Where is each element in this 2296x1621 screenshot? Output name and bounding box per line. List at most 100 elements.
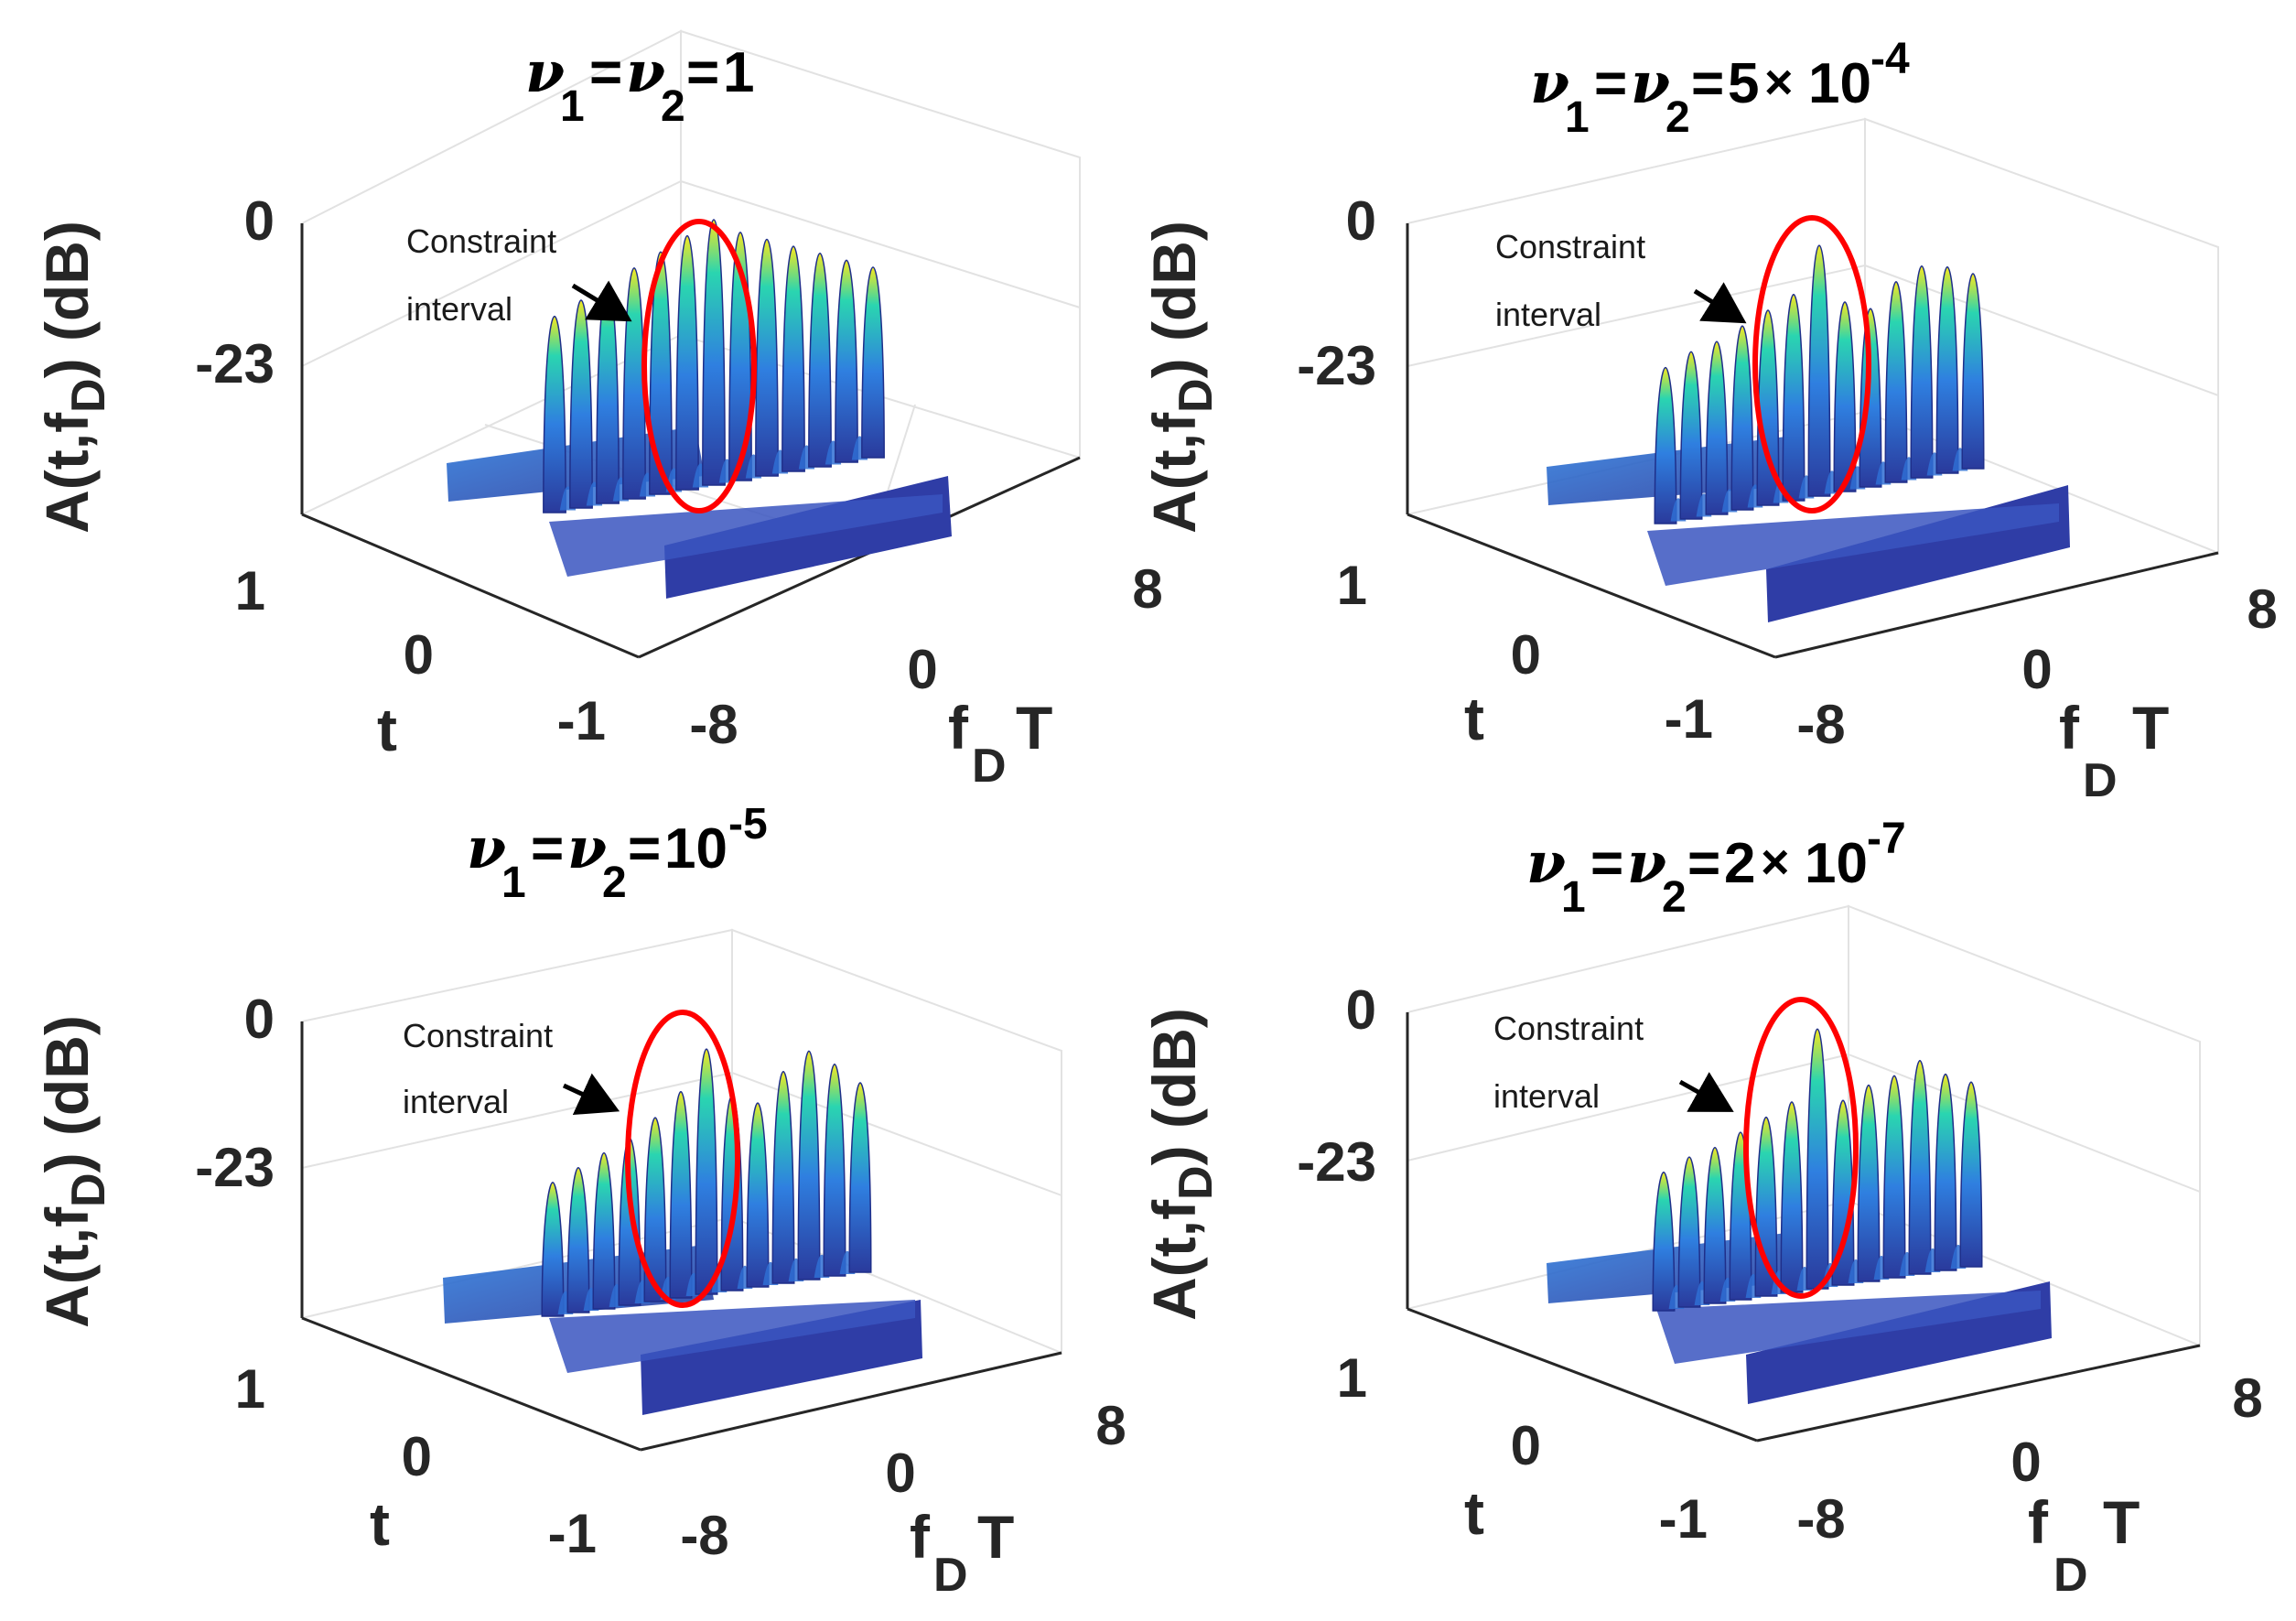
t-tick-labels: 1 0 -1	[235, 1358, 597, 1564]
annotation: Constraint interval	[1493, 1010, 1734, 1115]
fd-tick-label: -8	[1796, 694, 1845, 755]
fd-label-sub: D	[2083, 754, 2118, 807]
z-label-sub: D	[1170, 378, 1223, 413]
fd-axis-label: f D T	[2059, 694, 2169, 807]
annotation-line-2: interval	[406, 290, 512, 328]
floor-strip	[549, 1300, 915, 1373]
title-sub1: 1	[560, 82, 585, 131]
surface-peak	[702, 219, 726, 486]
t-tick-label: -1	[548, 1503, 597, 1564]
t-axis-label: t	[1464, 685, 1484, 752]
z-tick-label: 0	[244, 989, 275, 1050]
surface-peak	[669, 1091, 693, 1299]
subplot-nu-1: Constraint interval ν 1 = ν 2 = 1 0 -23 …	[33, 29, 1163, 793]
fd-axis-line	[638, 456, 1081, 659]
t-axis-label: t	[370, 1490, 390, 1558]
annotation-line-1: Constraint	[403, 1017, 553, 1054]
constraint-ellipse	[1743, 997, 1859, 1299]
surface-peak	[675, 234, 699, 491]
z-label-text: A(t,fD) (dB)	[1140, 1008, 1223, 1321]
z-label-main: A(t,f	[33, 1206, 101, 1328]
t-tick-labels: 1 0 -1	[235, 560, 606, 751]
surface-peak	[861, 266, 885, 459]
surface-peak	[1961, 273, 1985, 470]
surface-peak	[543, 315, 566, 513]
surface-peak	[1756, 309, 1780, 506]
z-tick-labels: 0 -23	[1297, 979, 1376, 1193]
t-axis-line	[1407, 513, 1776, 659]
surface-peak	[1703, 1147, 1727, 1304]
z-label-text: A(t,fD) (dB)	[1140, 221, 1223, 534]
title-sub2: 2	[1662, 873, 1687, 922]
z-label-tail: ) (dB)	[33, 221, 101, 378]
t-tick-label: -1	[1665, 688, 1713, 750]
annotation-line-1: Constraint	[1493, 1010, 1644, 1047]
title-nu1: ν	[1526, 829, 1566, 896]
fd-tick-labels: -8 0 8	[680, 1395, 1126, 1566]
fd-tick-label: -8	[689, 694, 738, 755]
title-eq1: =	[1594, 52, 1627, 115]
surface-peak	[1857, 1084, 1881, 1282]
surface-peak	[823, 1063, 846, 1277]
fd-axis-label: f D T	[910, 1503, 1014, 1602]
z-label-main: A(t,f	[1140, 412, 1208, 534]
surface-peak	[797, 1050, 821, 1281]
fd-axis-line	[1756, 1344, 2201, 1443]
annotation-line-1: Constraint	[1495, 228, 1645, 265]
title-base: 10	[1805, 832, 1868, 895]
z-tick-label: 0	[1346, 190, 1376, 252]
z-tick-labels: 0 -23	[195, 989, 275, 1198]
axes	[300, 1021, 1062, 1452]
title-sub2: 2	[1665, 93, 1690, 142]
annotation-arrow	[571, 280, 632, 322]
title-eq1: =	[589, 41, 622, 104]
fd-label-tail: T	[1016, 694, 1052, 762]
t-tick-labels: 1 0 -1	[1337, 555, 1713, 750]
annotation: Constraint interval	[403, 1017, 620, 1120]
fd-axis-line	[1774, 551, 2219, 659]
surface-peak	[649, 251, 673, 495]
title-value: =	[1691, 52, 1724, 115]
floor-strip	[1656, 1291, 2041, 1364]
fd-label-sub: D	[972, 740, 1007, 793]
fd-label-main: f	[2059, 694, 2080, 762]
z-tick-label: 0	[244, 190, 275, 252]
title-sub2: 2	[602, 859, 627, 907]
constraint-ellipse	[641, 219, 757, 513]
surface-peak	[1782, 294, 1806, 502]
z-tick-label: -23	[1297, 335, 1376, 396]
surface-peak	[541, 1182, 565, 1317]
t-tick-label: -1	[1659, 1488, 1708, 1550]
fd-tick-label: 8	[1132, 558, 1162, 620]
fd-tick-labels: -8 0 8	[1796, 1367, 2262, 1550]
z-axis-label: A(t,fD) (dB)	[33, 221, 115, 534]
z-label-text: A(t,fD) (dB)	[33, 221, 115, 534]
annotation-arrow	[1693, 282, 1747, 324]
fd-tick-label: 0	[907, 639, 937, 700]
annotation-arrow	[1678, 1072, 1734, 1112]
title-base: 10	[1808, 52, 1871, 115]
surface-peak	[1677, 1156, 1701, 1308]
fd-tick-label: -8	[1796, 1488, 1845, 1550]
title-eq1: =	[531, 817, 564, 881]
fd-tick-label: 0	[2021, 639, 2052, 700]
axes	[300, 223, 1081, 659]
z-label-sub: D	[62, 1173, 115, 1207]
surface-peak	[1882, 1075, 1906, 1279]
surface-peak	[1908, 1059, 1932, 1275]
title: ν 1 = ν 2 = 1	[525, 38, 754, 131]
title-nu1: ν	[467, 815, 506, 881]
surface-peak	[1679, 351, 1703, 520]
surface-peak	[782, 245, 805, 472]
t-tick-label: 0	[404, 624, 434, 686]
title-value: =	[686, 41, 719, 104]
surface-peak	[746, 1102, 770, 1288]
surface-peak	[1654, 366, 1677, 524]
surface-peak	[1934, 1073, 1957, 1271]
z-label-tail: ) (dB)	[33, 1015, 101, 1173]
surface-peak	[695, 1048, 718, 1295]
fd-tick-label: 0	[2010, 1432, 2041, 1493]
grid-line	[301, 1072, 733, 1169]
z-tick-label: -23	[195, 1137, 275, 1198]
surface-peak	[771, 1070, 795, 1284]
